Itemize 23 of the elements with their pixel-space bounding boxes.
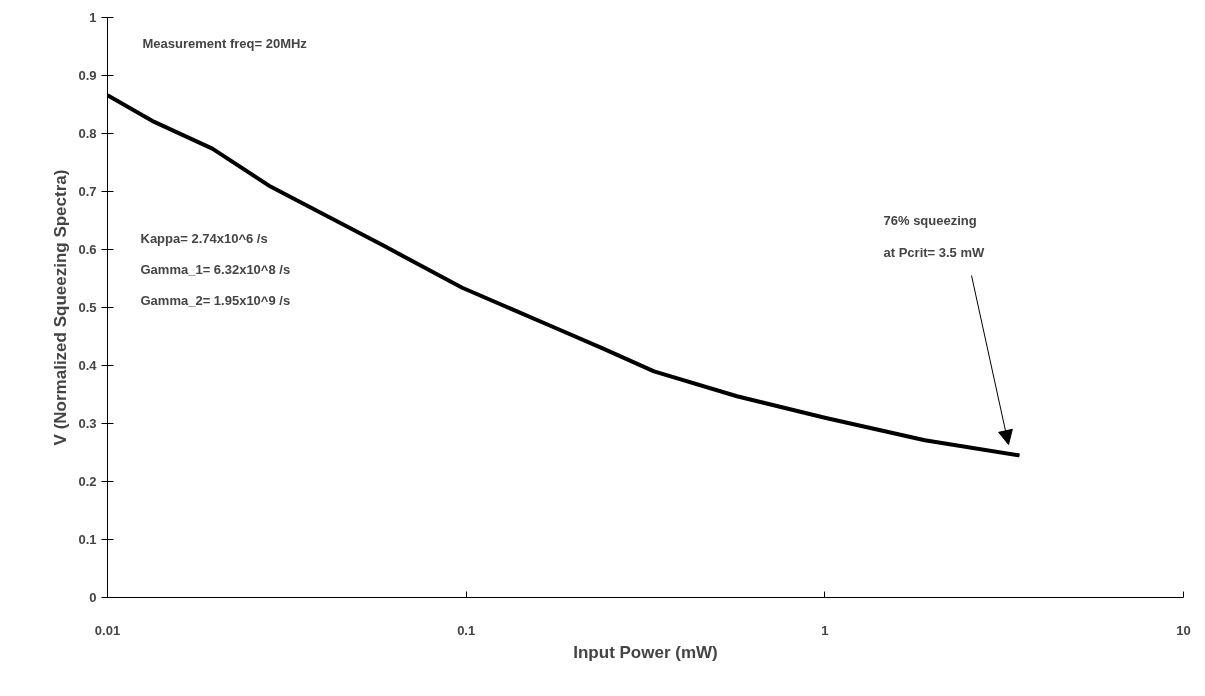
annotation: Measurement freq= 20MHz xyxy=(142,35,308,51)
x-tick-label: 0.1 xyxy=(457,622,476,638)
y-tick-label: 0.7 xyxy=(78,184,97,199)
y-tick-label: 0.6 xyxy=(78,242,97,257)
x-tick-label: 10 xyxy=(1176,622,1191,638)
y-tick-label: 0.4 xyxy=(78,358,98,373)
x-tick-label: 1 xyxy=(821,622,829,638)
annotation: at Pcrit= 3.5 mW xyxy=(883,244,986,260)
x-axis-title: Input Power (mW) xyxy=(573,642,718,662)
y-tick-label: 0.9 xyxy=(78,68,97,83)
y-tick-label: 0 xyxy=(89,590,97,605)
annotation: Gamma_2= 1.95x10^9 /s xyxy=(140,292,291,308)
y-tick-label: 0.1 xyxy=(78,532,97,547)
y-tick-label: 0.2 xyxy=(78,474,97,489)
y-axis-title: V (Normalized Squeezing Spectra) xyxy=(51,169,71,446)
y-tick-label: 1 xyxy=(89,10,97,25)
x-tick-label: 0.01 xyxy=(94,622,121,638)
annotation: Kappa= 2.74x10^6 /s xyxy=(140,230,268,246)
annotation: 76% squeezing xyxy=(883,212,977,228)
y-tick-label: 0.5 xyxy=(78,300,97,315)
y-tick-label: 0.8 xyxy=(78,126,97,141)
y-tick-label: 0.3 xyxy=(78,416,97,431)
annotation: Gamma_1= 6.32x10^8 /s xyxy=(140,261,291,277)
